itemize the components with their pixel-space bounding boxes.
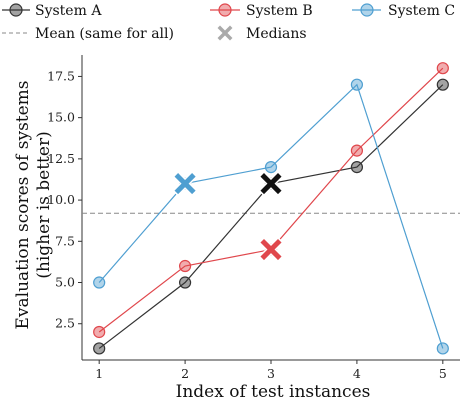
median-marker-system-a	[258, 170, 284, 197]
y-tick-label: 2.5	[55, 316, 75, 331]
legend-label-system-b: System B	[246, 3, 313, 19]
median-marker-cross	[174, 173, 196, 195]
medians-legend-icon	[217, 25, 233, 41]
plot-area: 2.5 5.0 7.5 10.0 12.5 15.0 17.5 1 2 3 4 5	[47, 55, 460, 381]
series-system-a	[93, 78, 449, 355]
legend-item-medians: Medians	[217, 25, 307, 42]
x-ticks: 1 2 3 4 5	[95, 360, 447, 381]
x-axis-title: Index of test instances	[176, 382, 371, 400]
data-point-system-a	[178, 276, 192, 289]
legend-item-system-c: System C	[352, 3, 455, 19]
series-system-c	[93, 78, 449, 355]
y-tick-label: 15.0	[47, 110, 75, 125]
data-point-system-c	[93, 276, 106, 289]
legend-item-system-b: System B	[210, 3, 313, 19]
data-point-system-c	[350, 78, 364, 91]
median-marker-system-c	[172, 170, 198, 197]
legend-label-system-a: System A	[35, 3, 102, 19]
data-point-system-a	[350, 161, 364, 174]
legend-label-system-c: System C	[388, 3, 455, 19]
data-point-system-b	[350, 144, 364, 157]
y-tick-label: 12.5	[47, 151, 75, 166]
legend-label-medians: Medians	[246, 26, 307, 42]
series-line-system-a	[98, 84, 444, 349]
y-tick-label: 10.0	[47, 192, 75, 207]
y-tick-label: 5.0	[55, 275, 75, 290]
series-line-system-b	[98, 67, 444, 333]
data-point-system-b	[93, 325, 106, 339]
x-tick-label: 2	[181, 366, 189, 381]
series-line-system-c	[98, 83, 444, 349]
y-ticks: 2.5 5.0 7.5 10.0 12.5 15.0 17.5	[47, 68, 82, 331]
y-tick-label: 7.5	[55, 233, 75, 248]
y-axis-title-line1: Evaluation scores of systems	[13, 80, 33, 329]
data-point-system-a	[436, 78, 449, 91]
legend: System A System B System C Mean (same fo…	[2, 3, 455, 42]
data-point-system-b	[436, 62, 449, 75]
legend-item-mean: Mean (same for all)	[2, 26, 174, 42]
x-tick-label: 4	[353, 366, 361, 381]
data-point-system-c	[436, 342, 449, 355]
median-marker-cross	[260, 173, 282, 195]
x-tick-label: 3	[267, 366, 275, 381]
median-marker-cross	[260, 239, 282, 261]
y-tick-label: 17.5	[47, 68, 75, 83]
x-tick-label: 5	[439, 366, 447, 381]
y-axis-title: Evaluation scores of systems (higher is …	[13, 80, 54, 329]
data-point-system-c	[264, 161, 278, 174]
legend-item-system-a: System A	[2, 3, 102, 19]
x-tick-label: 1	[95, 366, 103, 381]
data-point-system-a	[93, 342, 106, 355]
median-marker-system-b	[258, 236, 284, 263]
series-layer	[93, 62, 449, 355]
legend-label-mean: Mean (same for all)	[35, 26, 174, 42]
median-layer	[172, 170, 284, 263]
y-axis-title-line2: (higher is better)	[34, 131, 54, 278]
data-point-system-b	[178, 259, 192, 273]
